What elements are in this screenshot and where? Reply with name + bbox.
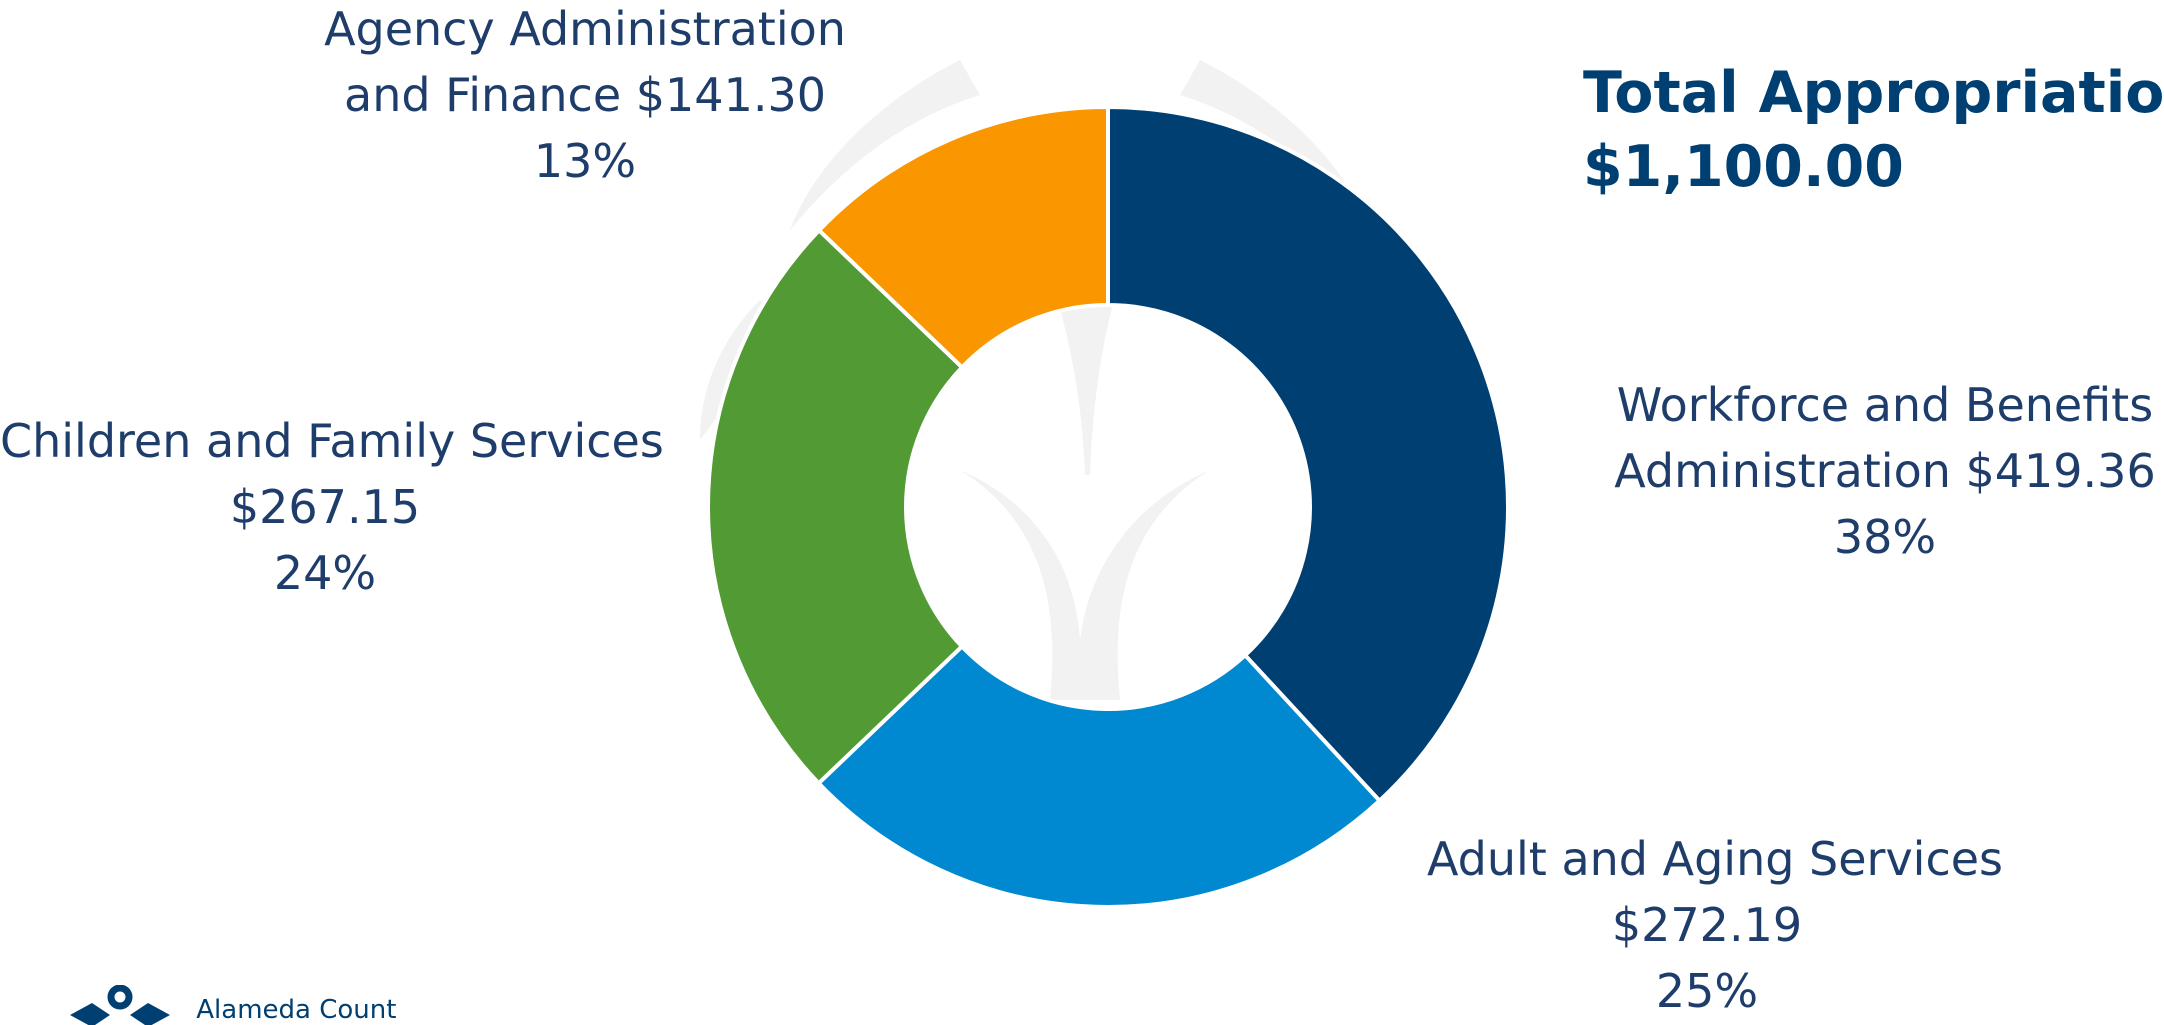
label-agency-line3: 13%: [533, 134, 637, 188]
label-children-line1: Children and Family Services: [0, 414, 664, 468]
county-logo-text: Alameda Count: [196, 995, 397, 1025]
donut-slice-3: [706, 227, 965, 787]
label-workforce-line1: Workforce and Benefits: [1616, 378, 2154, 432]
donut-slice-4: [816, 104, 1110, 371]
label-adult-line1: Adult and Aging Services: [1427, 832, 2004, 886]
label-adult: Adult and Aging Services $272.19 25%: [1427, 826, 2004, 1024]
label-agency: Agency Administration and Finance $141.3…: [315, 0, 855, 194]
county-logo-icon: [70, 985, 170, 1025]
label-agency-line1: Agency Administration: [324, 2, 846, 56]
label-children: Children and Family Services $267.15 24%: [0, 408, 664, 606]
label-children-line3: 24%: [273, 546, 377, 600]
label-workforce: Workforce and Benefits Administration $4…: [1610, 372, 2160, 570]
label-agency-line2: and Finance $141.30: [344, 68, 826, 122]
chart-title: Total Appropriations $1,100.00: [1583, 56, 2164, 204]
label-children-line2: $267.15: [229, 480, 421, 534]
donut-slice-2: [815, 643, 1383, 909]
label-adult-line2: $272.19: [1611, 898, 1803, 952]
label-workforce-line3: 38%: [1833, 510, 1937, 564]
chart-total-value: $1,100.00: [1583, 134, 1904, 200]
chart-title-text: Total Appropriations: [1583, 60, 2164, 126]
label-adult-line3: 25%: [1655, 964, 1759, 1018]
label-workforce-line2: Administration $419.36: [1614, 444, 2156, 498]
donut-slice-1: [1106, 104, 1511, 804]
